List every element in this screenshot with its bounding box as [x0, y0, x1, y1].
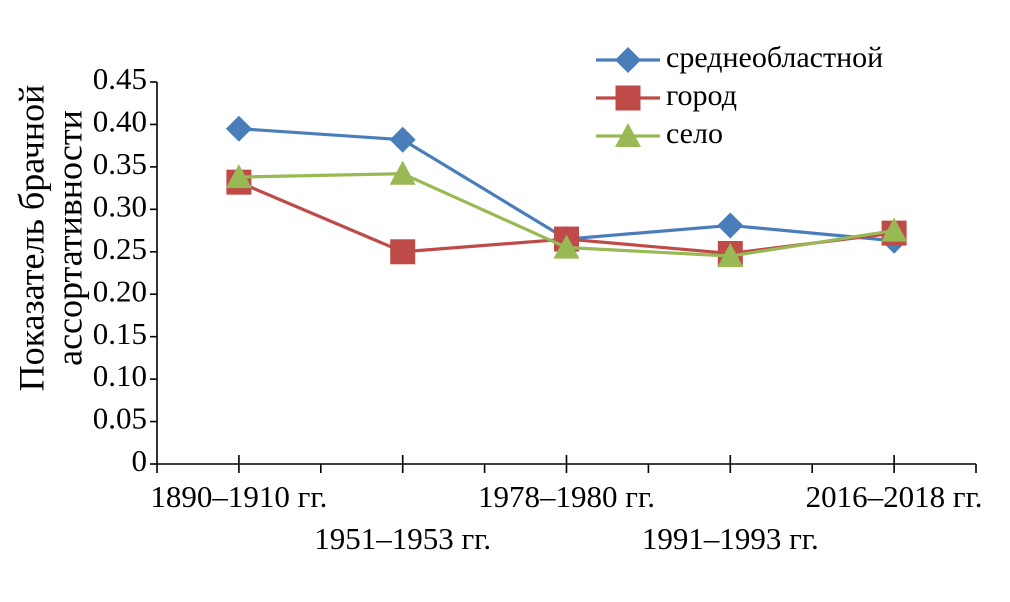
x-category-label: 1951–1953 гг. — [314, 521, 491, 556]
data-point-marker — [881, 217, 908, 242]
data-point-marker — [389, 160, 416, 185]
x-category-label: 2016–2018 гг. — [806, 479, 983, 514]
series-layer — [225, 115, 908, 268]
axes — [150, 81, 977, 473]
x-category-label: 1978–1980 гг. — [478, 479, 655, 514]
y-tick-label: 0.45 — [93, 61, 147, 96]
series-2 — [225, 160, 908, 268]
legend-label: село — [666, 117, 723, 150]
y-tick-label: 0.30 — [93, 188, 147, 223]
y-tick-label: 0.35 — [93, 146, 147, 181]
y-tick-label: 0.10 — [93, 358, 147, 393]
legend-item: среднеобластной — [596, 41, 883, 74]
x-category-label: 1991–1993 гг. — [642, 521, 819, 556]
x-category-labels: 1890–1910 гг. 1951–1953 гг. 1978–1980 гг. 1… — [150, 479, 982, 556]
y-axis-title-group: Показатель брачной ассортативности — [11, 85, 89, 392]
data-point-marker — [389, 126, 416, 153]
y-axis-title-line-2: ассортативности — [49, 110, 89, 366]
legend-marker — [615, 47, 641, 73]
y-tick-label: 0.25 — [93, 231, 147, 266]
legend-label: город — [666, 79, 737, 112]
data-point-marker — [717, 212, 744, 239]
data-point-marker — [390, 239, 416, 265]
y-tick-label: 0.40 — [93, 104, 147, 139]
legend-marker — [615, 123, 641, 148]
y-tick-label: 0.20 — [93, 273, 147, 308]
x-category-label: 1890–1910 гг. — [150, 479, 327, 514]
data-point-marker — [225, 164, 252, 189]
data-point-marker — [225, 115, 252, 142]
y-tick-label: 0 — [132, 443, 148, 478]
y-tick-label: 0.05 — [93, 401, 147, 436]
y-axis-title-line-1: Показатель брачной — [11, 85, 51, 392]
legend-label: среднеобластной — [666, 41, 883, 74]
y-tick-labels: 0 0.05 0.10 0.15 0.20 0.25 0.30 0.35 0.40 0.45 — [93, 61, 147, 478]
legend-item: село — [596, 117, 723, 150]
data-point-marker — [717, 243, 744, 268]
y-tick-label: 0.15 — [93, 316, 147, 351]
legend: среднеобластной город село — [596, 41, 883, 150]
data-point-marker — [553, 234, 580, 259]
legend-item: город — [596, 79, 737, 112]
legend-marker — [615, 85, 641, 111]
